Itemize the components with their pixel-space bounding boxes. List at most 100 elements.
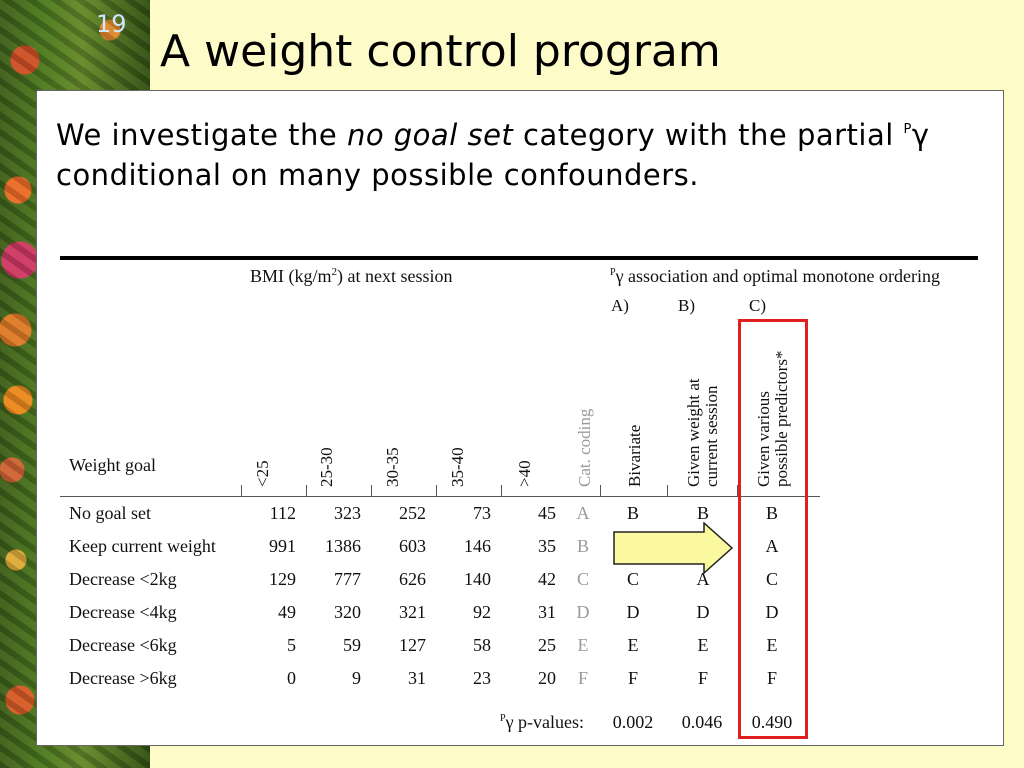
ordering-cell-a: C bbox=[626, 569, 639, 589]
column-divider bbox=[306, 485, 307, 497]
column-divider bbox=[501, 485, 502, 497]
table-top-rule bbox=[60, 256, 978, 260]
column-divider bbox=[667, 485, 668, 497]
highlight-box bbox=[738, 319, 808, 739]
pvalue-label: Pγ p-values: bbox=[500, 712, 584, 733]
pvalue-label-sup: P bbox=[500, 713, 506, 724]
bmi-count-cell: 1386 bbox=[325, 536, 361, 556]
bmi-count-cell: 140 bbox=[464, 569, 491, 589]
bmi-count-cell: 59 bbox=[343, 635, 361, 655]
bmi-count-cell: 777 bbox=[334, 569, 361, 589]
bmi-col-25-30: 25-30 bbox=[317, 447, 336, 487]
row-label: Decrease >6kg bbox=[69, 668, 177, 688]
column-divider bbox=[600, 485, 601, 497]
intro-pre: We investigate the bbox=[56, 118, 347, 152]
row-label: Decrease <2kg bbox=[69, 569, 177, 589]
pvalue-given-predictors: 0.490 bbox=[751, 712, 793, 732]
table-header-rule bbox=[60, 496, 820, 497]
bmi-count-cell: 31 bbox=[408, 668, 426, 688]
row-label: No goal set bbox=[69, 503, 151, 523]
intro-gamma-sup: P bbox=[903, 122, 912, 137]
slide-number: 19 bbox=[96, 10, 127, 38]
bmi-count-cell: 20 bbox=[538, 668, 556, 688]
cat-coding-cell: A bbox=[576, 503, 590, 523]
bmi-count-cell: 35 bbox=[538, 536, 556, 556]
ordering-cell-b: F bbox=[697, 668, 708, 688]
pvalue-given-weight: 0.046 bbox=[681, 712, 723, 732]
ordering-cell-b: D bbox=[696, 602, 710, 622]
bmi-count-cell: 0 bbox=[287, 668, 296, 688]
column-divider bbox=[737, 485, 738, 497]
bmi-count-cell: 25 bbox=[538, 635, 556, 655]
assoc-header-sup: P bbox=[610, 267, 616, 278]
bmi-count-cell: 49 bbox=[278, 602, 296, 622]
bmi-count-cell: 603 bbox=[399, 536, 426, 556]
bmi-header: BMI (kg/m2) at next session bbox=[250, 266, 453, 287]
intro-mid: category with the partial bbox=[513, 118, 904, 152]
bmi-col-gt40: >40 bbox=[515, 460, 534, 487]
assoc-header-text: γ association and optimal monotone order… bbox=[615, 266, 940, 286]
cat-coding-cell: D bbox=[576, 602, 590, 622]
bmi-count-cell: 73 bbox=[473, 503, 491, 523]
column-letter-c: C) bbox=[749, 296, 766, 315]
cat-coding-cell: E bbox=[577, 635, 589, 655]
ordering-cell-b: B bbox=[696, 503, 709, 523]
cat-coding-cell: C bbox=[576, 569, 589, 589]
ordering-cell-a: F bbox=[627, 668, 638, 688]
bmi-col-35-40: 35-40 bbox=[448, 447, 467, 487]
weight-goal-header: Weight goal bbox=[69, 455, 157, 475]
bmi-count-cell: 5 bbox=[287, 635, 296, 655]
bmi-count-cell: 991 bbox=[269, 536, 296, 556]
row-label: Keep current weight bbox=[69, 536, 216, 556]
bmi-col-lt25: <25 bbox=[253, 460, 272, 487]
bmi-count-cell: 42 bbox=[538, 569, 556, 589]
bmi-count-cell: 626 bbox=[399, 569, 426, 589]
intro-emphasis: no goal set bbox=[346, 118, 514, 152]
row-label: Decrease <4kg bbox=[69, 602, 177, 622]
pvalue-label-text: γ p-values: bbox=[505, 712, 584, 732]
ordering-cell-c: B bbox=[765, 503, 778, 523]
ordering-cell-c: A bbox=[765, 536, 779, 556]
bmi-count-cell: 92 bbox=[473, 602, 491, 622]
bmi-header-end: ) at next session bbox=[337, 266, 453, 286]
col-bivariate: Bivariate bbox=[625, 424, 644, 487]
cat-coding-header: Cat. coding bbox=[575, 408, 594, 487]
bmi-count-cell: 252 bbox=[399, 503, 426, 523]
ordering-cell-c: C bbox=[765, 569, 778, 589]
ordering-cell-c: F bbox=[766, 668, 777, 688]
cat-coding-cell: F bbox=[577, 668, 588, 688]
ordering-cell-b: E bbox=[697, 635, 709, 655]
ordering-cell-b: A bbox=[696, 569, 710, 589]
slide-title: A weight control program bbox=[160, 26, 721, 77]
intro-text: We investigate the no goal set category … bbox=[56, 110, 996, 195]
column-letter-a: A) bbox=[611, 296, 629, 315]
pvalue-bivariate: 0.002 bbox=[612, 712, 654, 732]
bmi-count-cell: 321 bbox=[399, 602, 426, 622]
bmi-header-sup: 2 bbox=[331, 266, 338, 278]
bmi-count-cell: 9 bbox=[352, 668, 361, 688]
bmi-col-30-35: 30-35 bbox=[383, 447, 402, 487]
bmi-header-text: BMI (kg/m bbox=[250, 266, 332, 286]
ordering-cell-c: D bbox=[765, 602, 779, 622]
bmi-count-cell: 23 bbox=[473, 668, 491, 688]
bmi-count-cell: 58 bbox=[473, 635, 491, 655]
column-divider bbox=[436, 485, 437, 497]
column-divider bbox=[241, 485, 242, 497]
ordering-cell-c: E bbox=[766, 635, 778, 655]
bmi-count-cell: 45 bbox=[538, 503, 556, 523]
content-box bbox=[36, 90, 1004, 746]
ordering-cell-a: D bbox=[626, 602, 640, 622]
col-given-weight: Given weight at current session bbox=[684, 378, 721, 487]
assoc-header: Pγ association and optimal monotone orde… bbox=[610, 266, 940, 287]
bmi-count-cell: 31 bbox=[538, 602, 556, 622]
bmi-count-cell: 146 bbox=[464, 536, 491, 556]
ordering-cell-a: B bbox=[626, 503, 639, 523]
cat-coding-cell: B bbox=[576, 536, 589, 556]
column-divider bbox=[371, 485, 372, 497]
intro-post: conditional on many possible confounders… bbox=[56, 158, 699, 192]
intro-gamma: γ bbox=[911, 118, 930, 152]
bmi-count-cell: 129 bbox=[269, 569, 296, 589]
bmi-count-cell: 112 bbox=[269, 503, 296, 523]
ordering-cell-a: E bbox=[627, 635, 639, 655]
row-label: Decrease <6kg bbox=[69, 635, 177, 655]
